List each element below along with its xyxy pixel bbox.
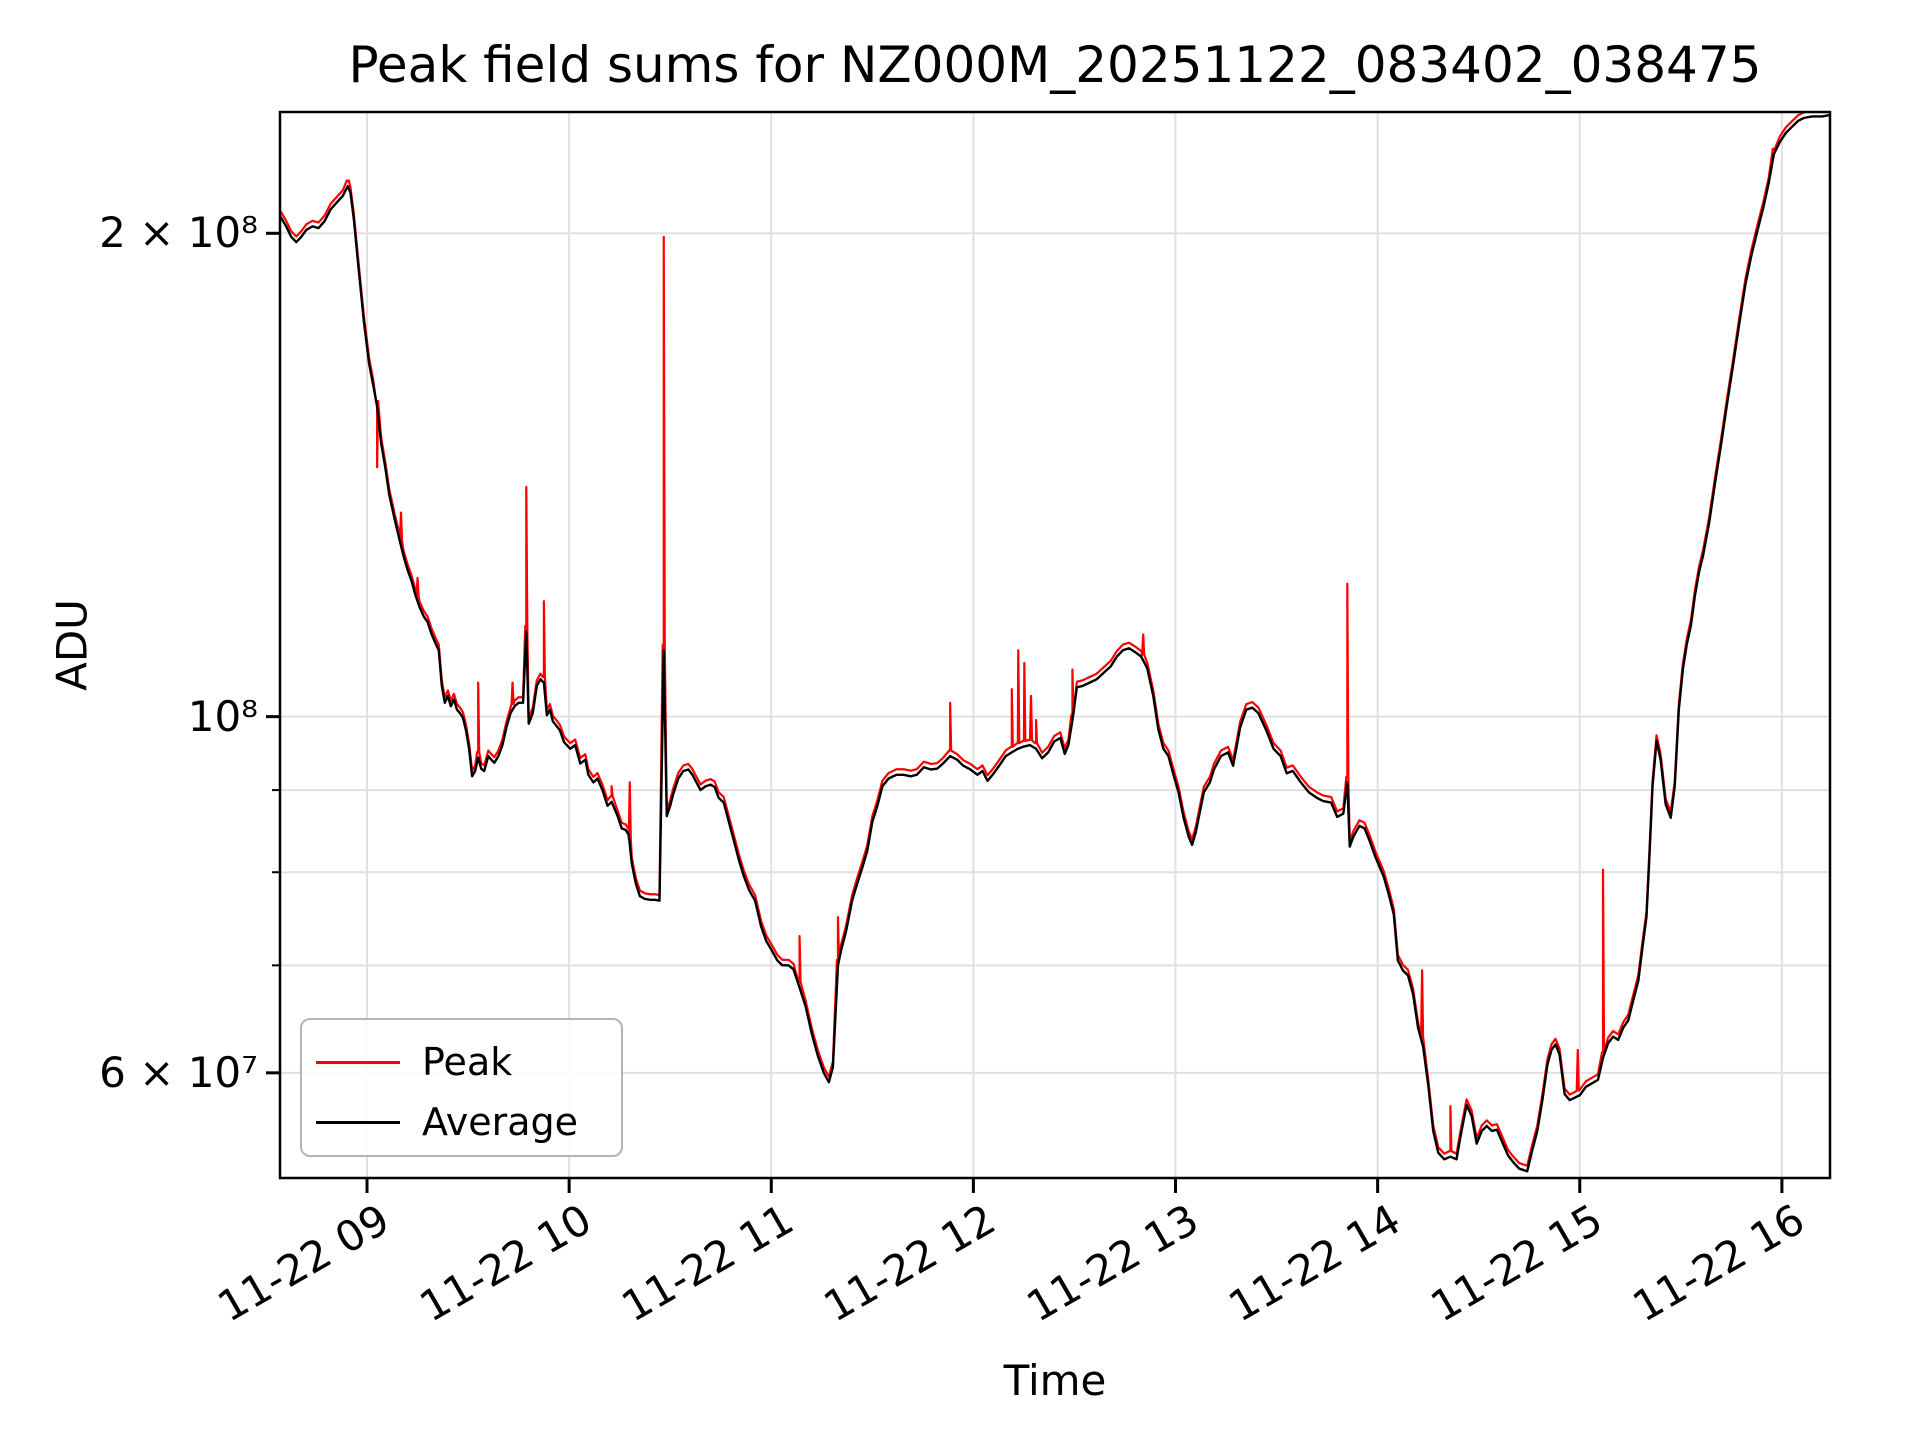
- y-tick-label: 6 × 10⁷: [99, 1047, 258, 1097]
- x-axis-label: Time: [1003, 1356, 1107, 1405]
- average-line-swatch: [316, 1120, 400, 1124]
- peak-series-line: [280, 112, 1813, 1167]
- plot-border: [278, 110, 1832, 1180]
- y-tick-label: 2 × 10⁸: [99, 208, 258, 258]
- legend-label-average: Average: [422, 1100, 579, 1144]
- peak-line-swatch: [316, 1060, 400, 1064]
- y-tick-label: 10⁸: [187, 691, 258, 741]
- chart-title: Peak field sums for NZ000M_20251122_0834…: [348, 36, 1762, 94]
- legend-label-peak: Peak: [422, 1040, 513, 1084]
- y-axis-label: ADU: [47, 599, 97, 691]
- legend: Peak Average: [300, 1018, 623, 1157]
- average-series-line: [280, 113, 1830, 1173]
